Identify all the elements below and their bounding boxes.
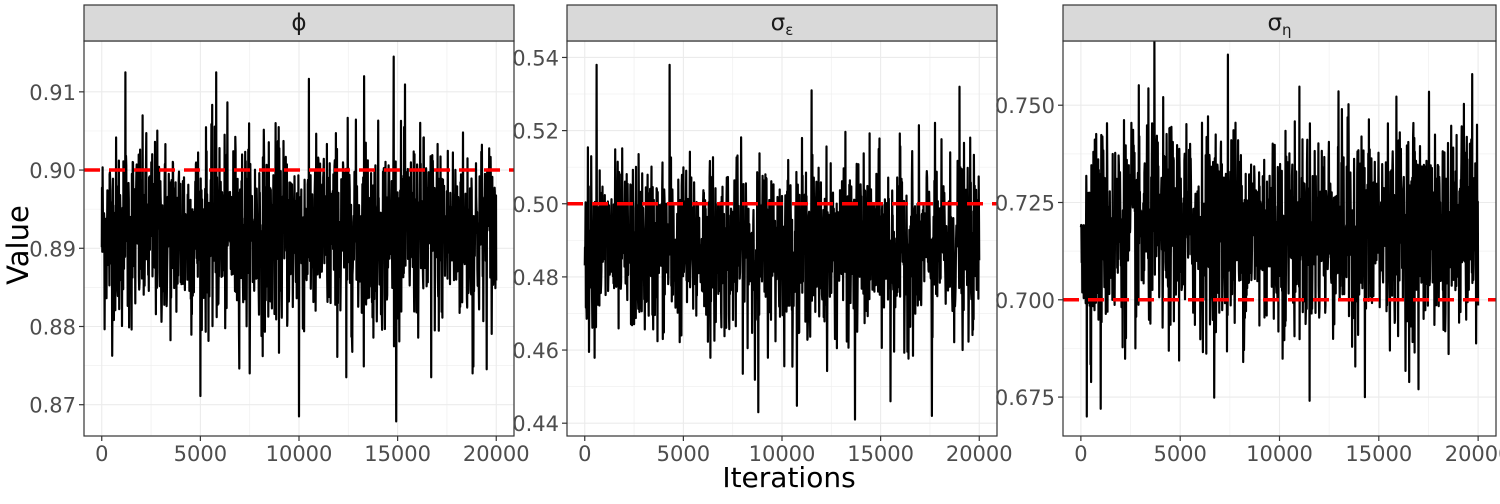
facet-title: σε bbox=[771, 10, 794, 39]
x-tick-label: 5000 bbox=[1153, 442, 1206, 466]
x-tick-label: 0 bbox=[95, 442, 108, 466]
y-tick-label: 0.675 bbox=[995, 386, 1055, 410]
y-tick-label: 0.90 bbox=[29, 159, 76, 183]
y-tick-label: 0.91 bbox=[29, 81, 76, 105]
y-tick-label: 0.48 bbox=[512, 266, 559, 290]
facet-title-symbol: σ bbox=[771, 10, 786, 36]
y-tick-label: 0.750 bbox=[995, 94, 1055, 118]
y-tick-label: 0.44 bbox=[512, 412, 559, 436]
y-tick-label: 0.46 bbox=[512, 339, 559, 363]
y-tick-label: 0.89 bbox=[29, 237, 76, 261]
y-tick-label: 0.88 bbox=[29, 315, 76, 339]
x-tick-label: 10000 bbox=[749, 442, 816, 466]
facet-title-subscript: ε bbox=[785, 21, 793, 39]
mcmc-trace-line bbox=[100, 55, 498, 423]
x-tick-label: 15000 bbox=[1345, 442, 1412, 466]
facet-strip bbox=[1062, 4, 1497, 42]
x-tick-label: 20000 bbox=[1445, 442, 1500, 466]
x-axis-title: Iterations bbox=[722, 461, 855, 494]
y-tick-label: 0.52 bbox=[512, 120, 559, 144]
x-tick-label: 20000 bbox=[946, 442, 1013, 466]
y-tick-label: 0.50 bbox=[512, 193, 559, 217]
facet-strip bbox=[566, 4, 998, 42]
facet-title: ϕ bbox=[291, 10, 306, 36]
y-tick-label: 0.700 bbox=[995, 289, 1055, 313]
facet-title: ση bbox=[1267, 10, 1291, 39]
facets-layer: ϕ 0.87 0.88 0.89 0.90 0.91 0 5000 10000 15000 2000… bbox=[29, 4, 1500, 466]
facet-strip bbox=[83, 4, 515, 42]
facet-title-subscript: η bbox=[1282, 21, 1292, 39]
x-tick-label: 0 bbox=[578, 442, 591, 466]
x-tick-label: 10000 bbox=[1246, 442, 1313, 466]
y-axis-title: Value bbox=[1, 205, 35, 285]
facet-panel-0: ϕ 0.87 0.88 0.89 0.90 0.91 0 5000 10000 15000 2000… bbox=[29, 4, 530, 466]
x-tick-label: 5000 bbox=[174, 442, 227, 466]
x-tick-label: 0 bbox=[1074, 442, 1087, 466]
x-tick-label: 20000 bbox=[463, 442, 530, 466]
y-tick-label: 0.54 bbox=[512, 46, 559, 70]
x-tick-label: 5000 bbox=[657, 442, 710, 466]
mcmc-trace-line bbox=[1079, 39, 1480, 418]
x-tick-label: 10000 bbox=[266, 442, 333, 466]
facet-panel-1: σε 0.44 0.46 0.48 0.50 0.52 0.54 0 5000 10000 1500… bbox=[512, 4, 1013, 466]
y-tick-label: 0.87 bbox=[29, 394, 76, 418]
facet-title-symbol: σ bbox=[1267, 10, 1282, 36]
facet-panel-2: ση 0.675 0.700 0.725 0.750 0 5000 10000 15000 200… bbox=[995, 4, 1500, 466]
mcmc-trace-line bbox=[583, 63, 981, 421]
x-tick-label: 15000 bbox=[364, 442, 431, 466]
x-tick-label: 15000 bbox=[847, 442, 914, 466]
y-tick-label: 0.725 bbox=[995, 192, 1055, 216]
